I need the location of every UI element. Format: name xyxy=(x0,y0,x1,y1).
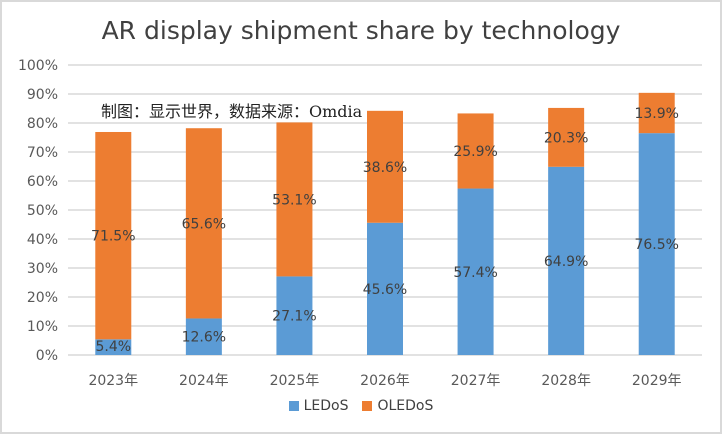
legend-swatch xyxy=(362,401,373,411)
bar-oledos xyxy=(185,128,222,319)
y-tick-label: 30% xyxy=(27,261,58,277)
y-tick-label: 0% xyxy=(36,348,58,364)
x-tick-label: 2023年 xyxy=(88,373,138,389)
y-tick-label: 90% xyxy=(27,87,58,103)
legend-item-ledos: LEDoS xyxy=(288,398,349,414)
bar-ledos xyxy=(276,276,313,355)
data-label: 13.9% xyxy=(634,106,678,122)
y-tick-label: 40% xyxy=(27,232,58,248)
data-label: 71.5% xyxy=(91,229,135,245)
data-label: 76.5% xyxy=(634,237,678,253)
y-tick-label: 20% xyxy=(27,290,58,306)
y-tick-label: 10% xyxy=(27,319,58,335)
x-tick-label: 2028年 xyxy=(541,373,591,389)
x-tick-label: 2029年 xyxy=(632,373,682,389)
x-tick-label: 2026年 xyxy=(360,373,410,389)
chart-title: AR display shipment share by technology xyxy=(101,16,621,45)
bar-oledos xyxy=(95,131,132,340)
data-label: 20.3% xyxy=(544,130,588,146)
bar-oledos xyxy=(638,92,675,134)
bar-oledos xyxy=(457,113,494,189)
legend-label: OLEDoS xyxy=(377,398,434,414)
x-tick-label: 2024年 xyxy=(179,373,229,389)
bar-ledos xyxy=(548,166,585,355)
bar-ledos xyxy=(638,133,675,355)
data-label: 25.9% xyxy=(453,144,497,160)
data-label: 45.6% xyxy=(363,282,407,298)
bar-ledos xyxy=(457,188,494,355)
data-label: 53.1% xyxy=(272,192,316,208)
y-tick-label: 60% xyxy=(27,174,58,190)
x-tick-label: 2027年 xyxy=(451,373,501,389)
y-tick-label: 80% xyxy=(27,116,58,132)
data-label: 65.6% xyxy=(182,216,226,232)
bar-ledos xyxy=(367,222,403,355)
x-tick-label: 2025年 xyxy=(270,373,320,389)
legend-swatch xyxy=(288,401,299,411)
data-label: 5.4% xyxy=(95,339,131,355)
legend-label: LEDoS xyxy=(303,398,349,414)
bar-oledos xyxy=(367,110,403,223)
data-label: 64.9% xyxy=(544,254,588,270)
data-label: 12.6% xyxy=(182,330,226,346)
source-annotation: 制图：显示世界，数据来源：Omdia xyxy=(101,102,363,121)
y-tick-label: 70% xyxy=(27,145,58,161)
legend: LEDoS OLEDoS xyxy=(2,398,720,414)
bar-ledos xyxy=(185,318,222,355)
data-label: 38.6% xyxy=(363,160,407,176)
y-tick-label: 50% xyxy=(27,203,58,219)
legend-item-oledos: OLEDoS xyxy=(362,398,433,414)
bar-ledos xyxy=(95,339,132,355)
y-tick-label: 100% xyxy=(18,58,58,74)
data-label: 27.1% xyxy=(272,309,316,325)
bar-oledos xyxy=(548,107,585,167)
data-label: 57.4% xyxy=(453,265,497,281)
bar-oledos xyxy=(276,122,313,277)
